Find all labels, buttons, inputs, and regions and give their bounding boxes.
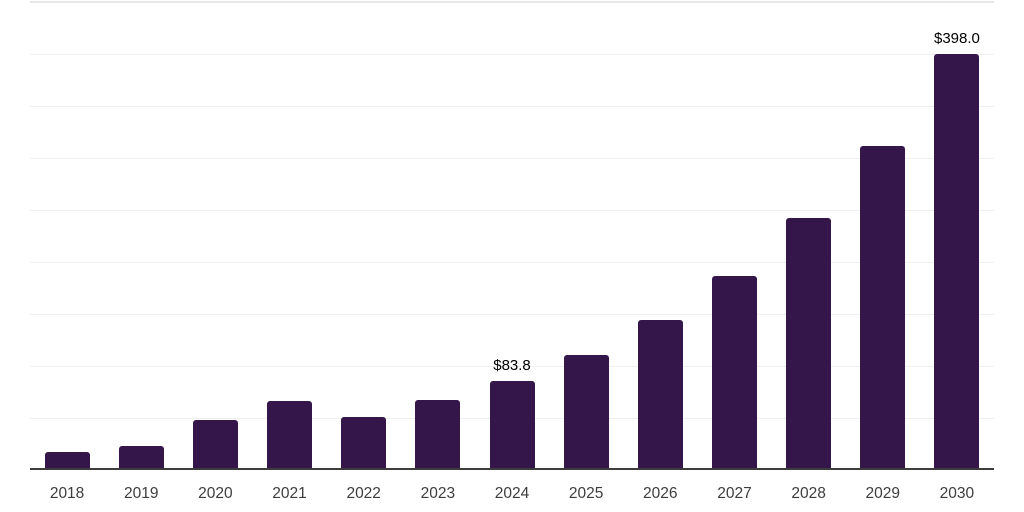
x-tick-label-2029: 2029 bbox=[865, 485, 901, 502]
x-tick-label-2023: 2023 bbox=[420, 485, 456, 502]
gridline-100 bbox=[30, 366, 994, 367]
gridline-250 bbox=[30, 210, 994, 211]
gridline-200 bbox=[30, 262, 994, 263]
bar-2025 bbox=[563, 354, 609, 468]
bar-2028 bbox=[786, 218, 832, 468]
bar-2021 bbox=[267, 401, 313, 468]
x-tick-label-2028: 2028 bbox=[791, 485, 826, 502]
bar-2018 bbox=[44, 452, 90, 468]
x-tick-label-2020: 2020 bbox=[198, 485, 233, 502]
gridline-450 bbox=[30, 1, 994, 3]
x-tick-label-2018: 2018 bbox=[49, 485, 85, 502]
x-tick-label-2030: 2030 bbox=[939, 485, 975, 502]
bar-2022 bbox=[341, 417, 387, 468]
x-tick-label-2024: 2024 bbox=[494, 485, 530, 502]
bar-2030 bbox=[934, 54, 980, 468]
x-tick-label-2025: 2025 bbox=[568, 485, 604, 502]
x-tick-label-2022: 2022 bbox=[346, 485, 381, 502]
bar-2019 bbox=[118, 446, 164, 468]
bar-2026 bbox=[637, 320, 683, 468]
bar-2027 bbox=[711, 275, 757, 468]
gridline-350 bbox=[30, 106, 994, 107]
plot-area: $83.8 $398.0 bbox=[30, 1, 994, 470]
bar-2029 bbox=[860, 145, 906, 468]
gridline-150 bbox=[30, 314, 994, 315]
x-axis-line bbox=[30, 468, 994, 470]
gridline-400 bbox=[30, 54, 994, 55]
x-tick-label-2019: 2019 bbox=[123, 485, 159, 502]
bar-2024 bbox=[489, 380, 535, 468]
bar-2020 bbox=[192, 420, 238, 468]
bar-value-label-2024: $83.8 bbox=[493, 356, 531, 374]
gridline-300 bbox=[30, 158, 994, 159]
bar-2023 bbox=[415, 400, 461, 468]
x-tick-label-2021: 2021 bbox=[272, 485, 307, 502]
bar-value-label-2030: $398.0 bbox=[933, 30, 980, 48]
x-tick-label-2026: 2026 bbox=[643, 485, 678, 502]
x-tick-label-2027: 2027 bbox=[717, 485, 752, 502]
